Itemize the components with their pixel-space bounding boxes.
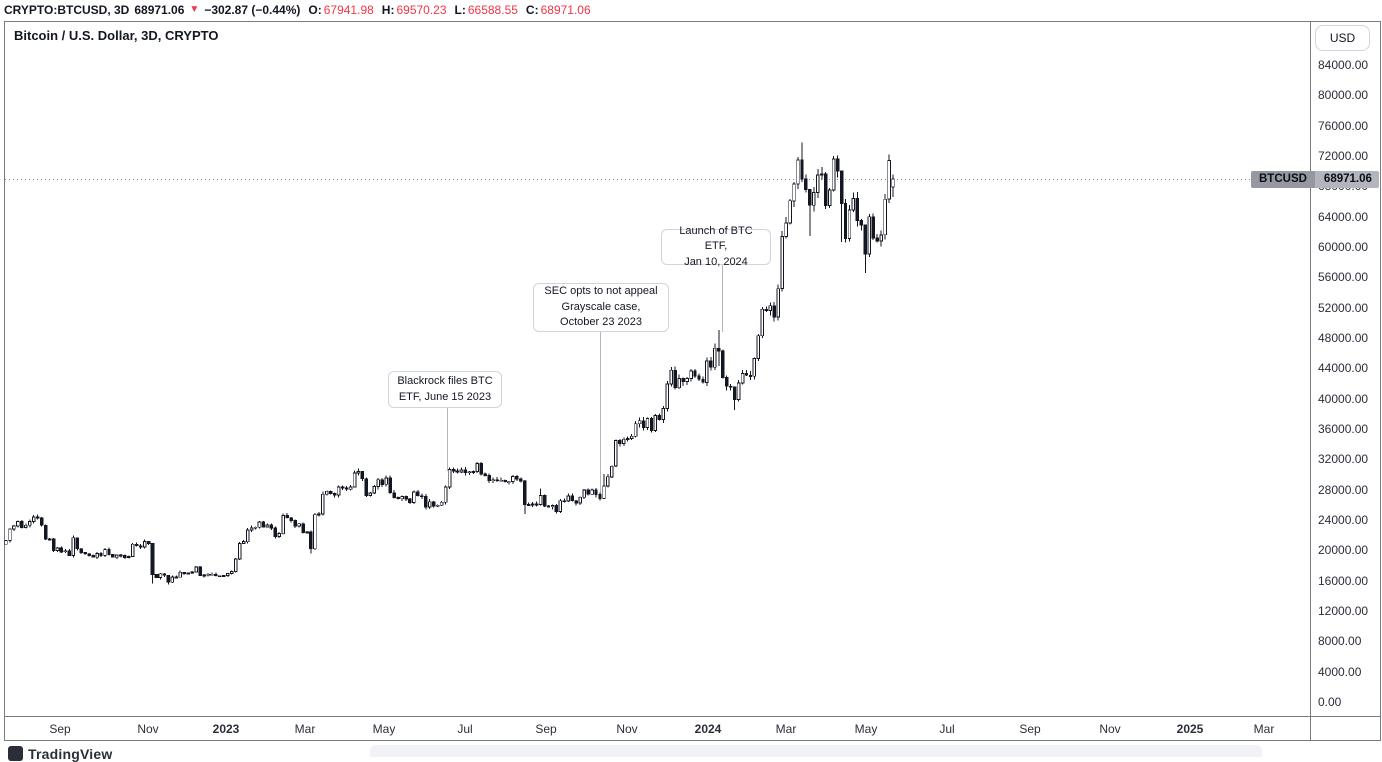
bottom-scrollbar[interactable] bbox=[370, 745, 1262, 757]
close-label: C: bbox=[525, 3, 539, 17]
time-axis-label: Mar bbox=[775, 722, 797, 736]
low-value: 66588.55 bbox=[467, 3, 518, 17]
price-axis[interactable]: 84000.0080000.0076000.0072000.0068000.00… bbox=[1311, 22, 1381, 716]
price-change: −302.87 (−0.44%) bbox=[204, 3, 301, 17]
last-price-label-value: 68971.06 bbox=[1314, 171, 1379, 188]
time-axis-label: May bbox=[854, 722, 878, 736]
price-axis-label: 44000.00 bbox=[1318, 361, 1369, 376]
time-axis-label: Sep bbox=[49, 722, 71, 736]
annotation-callout-blackrock-etf-filing[interactable]: Blackrock files BTC ETF, June 15 2023 bbox=[388, 371, 502, 408]
last-price-label: BTCUSD 68971.06 bbox=[1251, 171, 1379, 188]
chart-legend-title[interactable]: Bitcoin / U.S. Dollar, 3D, CRYPTO bbox=[14, 28, 219, 43]
price-axis-separator bbox=[1310, 21, 1311, 741]
price-axis-label: 60000.00 bbox=[1318, 240, 1369, 254]
price-axis-label: 20000.00 bbox=[1318, 543, 1369, 558]
price-axis-label: 48000.00 bbox=[1318, 331, 1369, 345]
time-axis-label: Sep bbox=[1019, 722, 1041, 736]
time-axis-label: Sep bbox=[535, 722, 557, 736]
time-axis-label: Nov bbox=[137, 722, 159, 736]
tradingview-logo-icon bbox=[8, 746, 23, 761]
time-axis-label: 2023 bbox=[212, 722, 240, 736]
time-axis-label: Mar bbox=[294, 722, 316, 736]
low-label: L: bbox=[454, 3, 466, 17]
last-price-label-symbol: BTCUSD bbox=[1251, 171, 1315, 188]
down-arrow-icon: ▼ bbox=[189, 3, 200, 15]
price-axis-label: 8000.00 bbox=[1318, 634, 1362, 649]
price-axis-label: 72000.00 bbox=[1318, 149, 1369, 163]
price-axis-label: 32000.00 bbox=[1318, 452, 1369, 467]
time-axis[interactable]: Sep Nov 2023 Mar May Jul Sep Nov 2024 Mar May Jul Se… bbox=[4, 716, 1310, 740]
time-axis-label: 2024 bbox=[694, 722, 722, 736]
price-axis-label: 36000.00 bbox=[1318, 422, 1369, 436]
annotation-callout-btc-etf-launch[interactable]: Launch of BTC ETF, Jan 10, 2024 bbox=[661, 225, 771, 268]
price-axis-label: 16000.00 bbox=[1318, 573, 1369, 588]
time-axis-label: Mar bbox=[1253, 722, 1275, 736]
high-value: 69570.23 bbox=[396, 3, 447, 17]
time-axis-label: Nov bbox=[1099, 722, 1121, 736]
chart-pane[interactable] bbox=[4, 22, 1310, 716]
time-axis-label: Nov bbox=[616, 722, 638, 736]
price-axis-label: 12000.00 bbox=[1318, 604, 1369, 618]
tradingview-logo[interactable]: TradingView bbox=[8, 746, 112, 762]
price-axis-label: 40000.00 bbox=[1318, 391, 1369, 406]
currency-toggle-button[interactable]: USD bbox=[1315, 25, 1370, 51]
annotation-callout-sec-grayscale[interactable]: SEC opts to not appeal Grayscale case, O… bbox=[533, 283, 669, 332]
open-value: 67941.98 bbox=[323, 3, 374, 17]
pane-top-border bbox=[4, 21, 1381, 22]
open-label: O: bbox=[308, 3, 322, 17]
price-axis-label: 64000.00 bbox=[1318, 209, 1369, 224]
price-axis-label: 84000.00 bbox=[1318, 58, 1369, 72]
price-axis-label: 56000.00 bbox=[1318, 270, 1369, 285]
price-axis-label: 4000.00 bbox=[1318, 664, 1362, 679]
symbol-name: CRYPTO:BTCUSD, 3D bbox=[4, 3, 130, 17]
price-axis-label: 76000.00 bbox=[1318, 118, 1369, 133]
time-axis-bottom-border bbox=[4, 740, 1381, 741]
symbol-info-bar: CRYPTO:BTCUSD, 3D 68971.06 ▼ −302.87 (−0… bbox=[4, 1, 591, 19]
price-axis-label: 52000.00 bbox=[1318, 300, 1369, 315]
price-axis-label: 0.00 bbox=[1318, 695, 1342, 709]
high-label: H: bbox=[381, 3, 395, 17]
price-axis-label: 24000.00 bbox=[1318, 513, 1369, 527]
time-axis-top-border bbox=[4, 716, 1381, 717]
tradingview-logo-text: TradingView bbox=[28, 746, 113, 762]
pane-right-border bbox=[1380, 21, 1381, 741]
time-axis-label: 2025 bbox=[1176, 722, 1204, 736]
last-price-value: 68971.06 bbox=[134, 3, 185, 17]
time-axis-label: Jul bbox=[939, 722, 955, 736]
close-value: 68971.06 bbox=[540, 3, 591, 17]
time-axis-label: May bbox=[372, 722, 396, 736]
price-axis-label: 28000.00 bbox=[1318, 482, 1369, 497]
pane-left-border bbox=[4, 21, 5, 741]
time-axis-label: Jul bbox=[457, 722, 473, 736]
price-axis-label: 80000.00 bbox=[1318, 88, 1369, 103]
